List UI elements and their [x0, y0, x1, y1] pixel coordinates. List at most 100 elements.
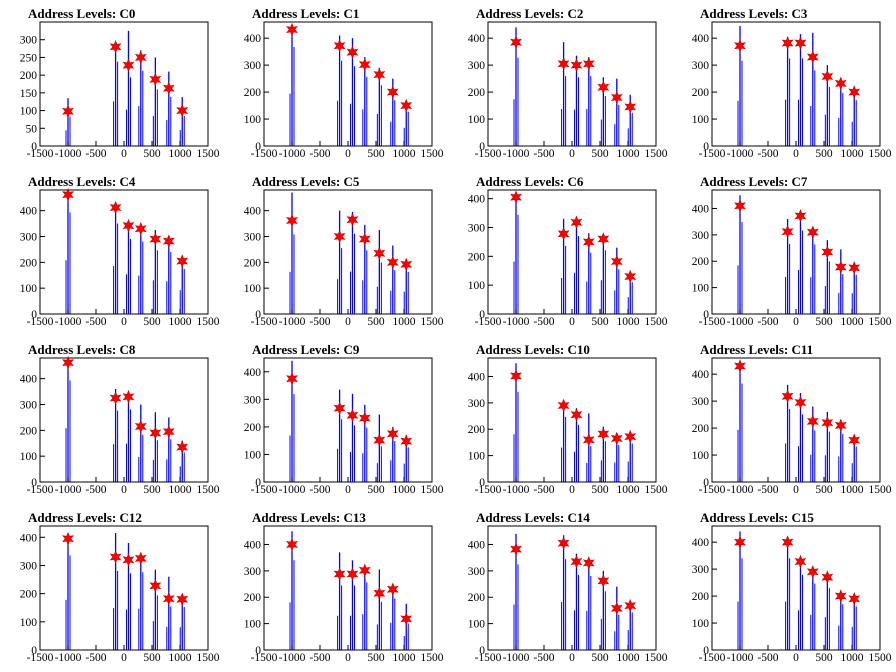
y-tick-label: 300	[244, 60, 262, 72]
y-tick-label: 0	[255, 309, 261, 321]
panel-title: Address Levels: C6	[476, 174, 584, 189]
peak-marker	[109, 391, 122, 405]
peak-marker	[109, 200, 122, 215]
x-tick-label: -1000	[279, 148, 306, 160]
peak-marker	[149, 232, 162, 246]
y-tick-label: 200	[692, 256, 710, 268]
x-tick-label: 500	[591, 484, 609, 496]
y-tick-label: 300	[244, 566, 262, 578]
y-tick-label: 0	[31, 645, 37, 657]
x-tick-label: 0	[121, 484, 127, 496]
panel-title: Address Levels: C12	[28, 510, 142, 525]
x-tick-label: -1000	[727, 652, 754, 664]
peak-marker	[848, 261, 861, 275]
x-tick-label: 0	[569, 316, 575, 328]
x-tick-label: -1000	[727, 316, 754, 328]
peak-marker	[386, 582, 399, 597]
x-tick-label: 1000	[393, 148, 416, 160]
y-tick-label: 100	[692, 618, 710, 630]
x-tick-label: 1500	[645, 484, 668, 496]
x-tick-label: -1500	[475, 148, 502, 160]
y-tick-label: 300	[692, 564, 710, 576]
x-tick-label: 0	[345, 148, 351, 160]
peak-marker	[582, 56, 595, 71]
x-tick-label: 500	[815, 652, 833, 664]
y-tick-label: 300	[692, 396, 710, 408]
peak-marker	[358, 232, 371, 246]
peak-marker	[373, 433, 386, 447]
y-tick-label: 100	[244, 449, 262, 461]
y-tick-label: 200	[468, 424, 486, 436]
y-tick-label: 100	[468, 114, 486, 126]
peak-marker	[400, 257, 413, 272]
x-tick-label: 0	[569, 148, 575, 160]
peak-marker	[176, 440, 189, 454]
x-tick-label: 500	[143, 484, 161, 496]
x-tick-label: 1000	[841, 484, 864, 496]
x-tick-label: 1500	[645, 316, 668, 328]
x-tick-label: 1500	[197, 148, 220, 160]
panel-c12: Address Levels: C12 0 100 200 300 400 -1500 -10…	[20, 510, 220, 664]
y-tick-label: 300	[20, 560, 38, 572]
panel-title: Address Levels: C0	[28, 6, 135, 21]
y-tick-label: 100	[20, 106, 38, 118]
x-tick-label: 0	[793, 484, 799, 496]
x-tick-label: 1500	[645, 148, 668, 160]
peak-marker	[286, 371, 298, 386]
y-tick-label: 100	[20, 617, 38, 629]
y-tick-label: 0	[255, 477, 261, 489]
panel-c1: Address Levels: C1 0 100 200 300 400 -1500 -100…	[244, 6, 444, 160]
x-tick-label: -500	[533, 652, 554, 664]
y-tick-label: 0	[703, 141, 709, 153]
x-tick-label: 500	[143, 148, 161, 160]
y-tick-label: 400	[20, 532, 38, 544]
y-tick-label: 300	[468, 222, 486, 234]
x-tick-label: 1000	[169, 148, 192, 160]
peak-marker	[346, 45, 359, 60]
y-tick-label: 400	[468, 539, 486, 551]
x-tick-label: -1500	[27, 652, 54, 664]
x-tick-label: 1000	[617, 484, 640, 496]
y-tick-label: 200	[20, 425, 38, 437]
peak-marker	[848, 591, 861, 606]
x-tick-label: -500	[757, 484, 778, 496]
peak-marker	[582, 556, 595, 570]
x-tick-label: 1500	[421, 148, 444, 160]
peak-marker	[134, 221, 147, 236]
x-tick-label: -1500	[27, 148, 54, 160]
peak-marker	[333, 401, 346, 415]
peak-marker	[346, 408, 359, 423]
peak-marker	[806, 414, 819, 429]
x-tick-label: 0	[121, 652, 127, 664]
peak-marker	[781, 36, 794, 50]
peak-marker	[734, 199, 746, 213]
peak-marker	[806, 50, 819, 64]
peak-marker	[806, 225, 819, 240]
x-tick-label: -1500	[251, 484, 278, 496]
peak-marker	[122, 389, 135, 404]
panel-title: Address Levels: C1	[252, 6, 359, 21]
peak-marker	[557, 227, 570, 241]
peak-marker	[373, 586, 386, 601]
y-tick-label: 400	[20, 206, 38, 218]
x-tick-label: -1000	[55, 148, 82, 160]
peak-marker	[122, 552, 135, 567]
x-tick-label: 500	[367, 484, 385, 496]
peak-marker	[176, 103, 189, 118]
y-tick-label: 300	[692, 230, 710, 242]
y-tick-label: 400	[244, 206, 262, 218]
x-tick-label: 1500	[869, 148, 892, 160]
x-tick-label: 500	[367, 148, 385, 160]
x-tick-label: 1500	[869, 316, 892, 328]
x-tick-label: -500	[85, 652, 106, 664]
panel-title: Address Levels: C3	[700, 6, 808, 21]
peak-marker	[610, 601, 623, 616]
peak-marker	[162, 234, 175, 248]
y-tick-label: 400	[468, 194, 486, 206]
y-tick-label: 400	[692, 33, 710, 45]
peak-marker	[794, 36, 807, 50]
x-tick-label: -1500	[251, 316, 278, 328]
x-tick-label: 1000	[841, 652, 864, 664]
x-tick-label: -500	[757, 316, 778, 328]
